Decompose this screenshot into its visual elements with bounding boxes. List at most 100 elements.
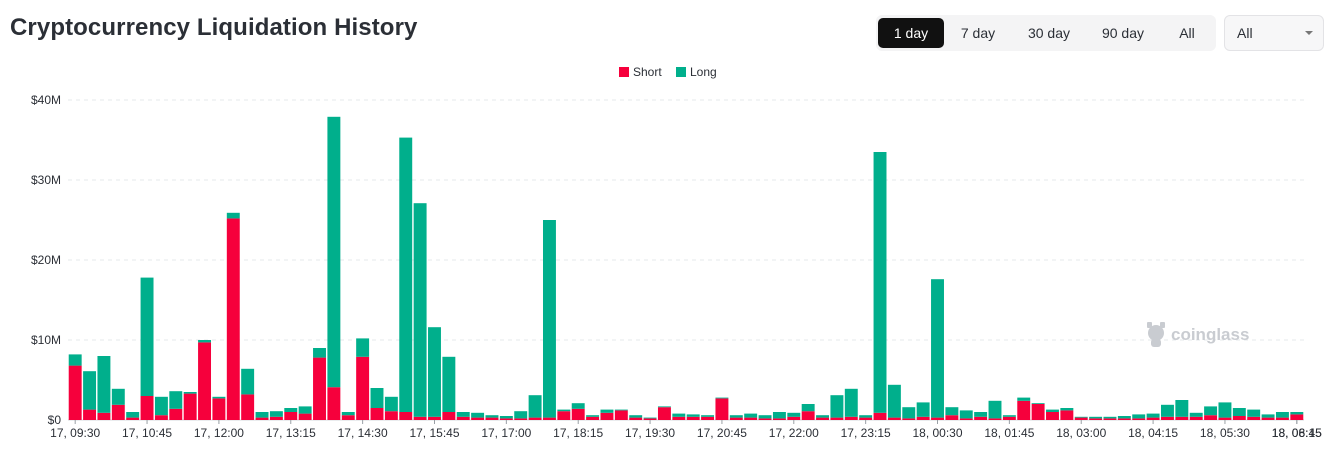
bar-long[interactable] xyxy=(198,340,212,343)
bar-short[interactable] xyxy=(859,417,873,420)
bar-short[interactable] xyxy=(269,416,283,420)
bar-long[interactable] xyxy=(528,395,542,418)
range-all-button[interactable]: All xyxy=(1179,25,1195,41)
bar-long[interactable] xyxy=(356,338,370,357)
bar-short[interactable] xyxy=(586,416,600,420)
bar-short[interactable] xyxy=(1290,414,1304,420)
bar-long[interactable] xyxy=(887,384,901,418)
bar-long[interactable] xyxy=(1089,416,1103,419)
bar-long[interactable] xyxy=(269,411,283,417)
bar-short[interactable] xyxy=(442,412,456,420)
bar-long[interactable] xyxy=(844,388,858,417)
bar-long[interactable] xyxy=(1031,403,1045,404)
bar-long[interactable] xyxy=(715,397,729,399)
bar-long[interactable] xyxy=(140,277,154,396)
bar-long[interactable] xyxy=(241,368,255,395)
bar-long[interactable] xyxy=(212,396,226,399)
bar-short[interactable] xyxy=(787,416,801,420)
bar-long[interactable] xyxy=(931,279,944,418)
bar-long[interactable] xyxy=(816,415,830,418)
bar-short[interactable] xyxy=(298,413,312,420)
bar-long[interactable] xyxy=(1146,413,1160,418)
bar-long[interactable] xyxy=(1247,409,1261,417)
bar-long[interactable] xyxy=(988,400,1002,419)
bar-long[interactable] xyxy=(341,412,355,416)
bar-short[interactable] xyxy=(198,342,212,420)
bar-short[interactable] xyxy=(557,411,571,420)
bar-long[interactable] xyxy=(974,412,988,417)
bar-long[interactable] xyxy=(772,412,786,419)
bar-short[interactable] xyxy=(111,404,125,420)
bar-long[interactable] xyxy=(873,152,887,413)
bar-long[interactable] xyxy=(226,212,240,219)
bar-long[interactable] xyxy=(542,220,556,418)
bar-long[interactable] xyxy=(1189,412,1203,417)
bar-short[interactable] xyxy=(873,412,887,420)
bar-long[interactable] xyxy=(586,415,600,417)
bar-long[interactable] xyxy=(1074,416,1088,418)
bar-long[interactable] xyxy=(686,414,700,417)
bar-long[interactable] xyxy=(399,137,413,412)
bar-short[interactable] xyxy=(887,417,901,420)
bar-short[interactable] xyxy=(126,417,140,420)
bar-long[interactable] xyxy=(1275,412,1289,418)
bar-short[interactable] xyxy=(356,356,370,420)
bar-short[interactable] xyxy=(212,398,226,420)
bar-long[interactable] xyxy=(916,402,930,417)
bar-long[interactable] xyxy=(313,348,326,358)
bar-long[interactable] xyxy=(1261,414,1275,418)
bar-short[interactable] xyxy=(428,416,441,420)
bar-short[interactable] xyxy=(672,416,686,420)
bar-short[interactable] xyxy=(1275,417,1289,420)
bar-long[interactable] xyxy=(1103,416,1117,419)
bar-long[interactable] xyxy=(1017,397,1031,401)
bar-short[interactable] xyxy=(758,418,772,420)
bar-long[interactable] xyxy=(801,404,815,412)
bar-short[interactable] xyxy=(844,416,858,420)
bar-short[interactable] xyxy=(1247,416,1261,420)
coin-select-dropdown[interactable]: All xyxy=(1224,15,1324,51)
bar-short[interactable] xyxy=(370,408,384,420)
bar-long[interactable] xyxy=(600,409,614,413)
bar-short[interactable] xyxy=(715,398,729,420)
bar-long[interactable] xyxy=(657,406,671,408)
bar-long[interactable] xyxy=(672,413,686,417)
range-7-day-button[interactable]: 7 day xyxy=(960,25,996,41)
bar-short[interactable] xyxy=(284,412,298,420)
bar-short[interactable] xyxy=(499,418,513,420)
bar-long[interactable] xyxy=(787,412,801,417)
bar-short[interactable] xyxy=(1146,417,1160,420)
bar-long[interactable] xyxy=(1290,412,1304,415)
bar-short[interactable] xyxy=(1160,416,1174,420)
bar-short[interactable] xyxy=(68,365,82,420)
bar-long[interactable] xyxy=(1117,416,1131,419)
bar-long[interactable] xyxy=(485,415,499,418)
bar-short[interactable] xyxy=(169,408,183,420)
bar-short[interactable] xyxy=(772,418,786,420)
bar-long[interactable] xyxy=(284,408,298,412)
bar-long[interactable] xyxy=(557,409,571,412)
bar-short[interactable] xyxy=(1261,417,1275,420)
bar-short[interactable] xyxy=(327,387,341,420)
bar-short[interactable] xyxy=(686,416,700,420)
bar-short[interactable] xyxy=(1074,417,1088,420)
bar-short[interactable] xyxy=(456,416,470,420)
bar-long[interactable] xyxy=(1046,409,1059,412)
bar-long[interactable] xyxy=(830,395,844,418)
bar-long[interactable] xyxy=(959,410,973,419)
bar-short[interactable] xyxy=(744,417,758,420)
bar-short[interactable] xyxy=(1060,410,1074,420)
bar-long[interactable] xyxy=(111,388,125,405)
bar-short[interactable] xyxy=(528,417,542,420)
range-90-day-button[interactable]: 90 day xyxy=(1101,25,1145,41)
bar-short[interactable] xyxy=(399,412,413,420)
bar-long[interactable] xyxy=(1204,406,1218,416)
bar-short[interactable] xyxy=(931,417,944,420)
bar-short[interactable] xyxy=(945,415,959,420)
bar-long[interactable] xyxy=(154,396,168,416)
bar-short[interactable] xyxy=(83,409,97,420)
legend-short-swatch[interactable] xyxy=(619,67,629,77)
legend-long-swatch[interactable] xyxy=(676,67,686,77)
bar-short[interactable] xyxy=(471,417,485,420)
bar-short[interactable] xyxy=(241,394,255,420)
